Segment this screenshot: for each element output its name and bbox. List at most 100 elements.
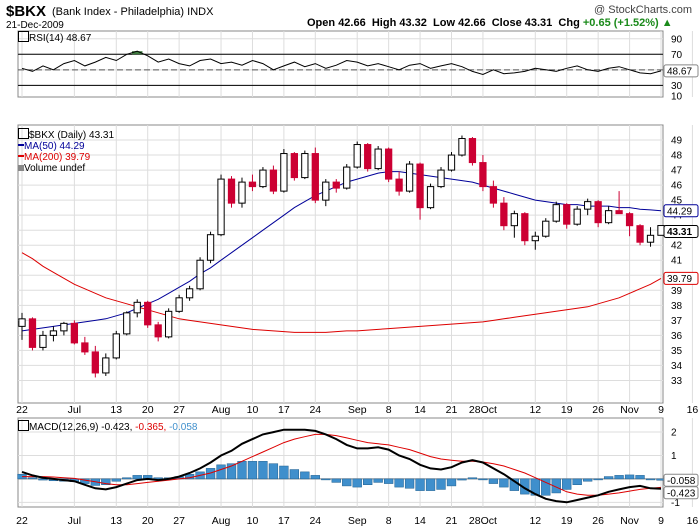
candle-body [70, 322, 79, 344]
macd-hist-bar [352, 478, 362, 488]
macd-hist-bar [488, 478, 499, 484]
candle-body [217, 178, 225, 236]
macd-hist-bar [258, 461, 268, 480]
candle-body [206, 234, 215, 261]
candle-body [332, 181, 340, 189]
x-tick-label: 22 [16, 515, 28, 527]
macd-hist-bar [645, 478, 656, 481]
last-value-label: 43.31 [667, 227, 692, 238]
macd-hist-bar [122, 477, 132, 480]
x-tick-label: 22 [16, 404, 28, 416]
macd-hist-bar [27, 477, 38, 480]
macd-hist-bar [279, 465, 289, 480]
macd-hist-bar [603, 476, 614, 480]
index-title: (Bank Index - Philadelphia) [52, 6, 185, 18]
stockcharts-watermark: @ StockCharts.com [594, 4, 692, 16]
macd-hist-bar [383, 478, 394, 484]
close-label: Close [491, 17, 522, 29]
candle-body [227, 178, 236, 204]
macd-hist-bar [310, 475, 320, 480]
last-value-label: 48.67 [667, 66, 692, 77]
macd-hist-bar [331, 478, 341, 483]
y-tick-label: -1 [671, 498, 680, 509]
price-legend: $BKX (Daily) 43.31 MA(50) 44.29 MA(200) … [18, 128, 114, 174]
candle-body [573, 208, 581, 225]
open-value: 42.66 [338, 17, 366, 29]
y-tick-label: 48 [671, 151, 683, 162]
x-tick-label: 16 [687, 515, 699, 527]
macd-hist-bar [321, 478, 331, 481]
candle-body [112, 333, 120, 359]
macd-hist-bar [153, 477, 163, 480]
candle-body [374, 148, 382, 170]
macd-hist-bar [394, 478, 404, 488]
macd-hist-bar [530, 478, 540, 496]
candle-body [123, 312, 131, 335]
x-tick-label: 14 [414, 404, 426, 416]
candle-body [49, 330, 58, 336]
y-tick-label: 46 [671, 181, 683, 192]
x-tick-label: 24 [309, 515, 321, 527]
price-legend-row: $BKX (Daily) 43.31 [18, 128, 114, 141]
macd-hist-bar [226, 463, 237, 480]
x-tick-label: Nov [620, 404, 639, 416]
last-value-box [663, 271, 699, 285]
volume-swatch-icon [18, 165, 24, 171]
ma200-swatch-icon [18, 155, 24, 157]
x-tick-label: Sep [348, 404, 367, 416]
macd-prefix: MACD(12,26,9) [29, 422, 99, 433]
low-value: 42.66 [458, 17, 486, 29]
candle-body [604, 210, 613, 224]
candle-body [468, 138, 477, 164]
x-tick-label: 26 [592, 404, 604, 416]
volume-legend-row: Volume undef [18, 163, 114, 174]
x-tick-label: Nov [620, 515, 639, 527]
candle-body [500, 202, 508, 227]
candle-body [322, 181, 330, 201]
candle-body [154, 324, 162, 338]
candle-body [196, 259, 204, 290]
candle-body [343, 166, 351, 189]
macd-hist-bar [446, 478, 457, 487]
macd-hist-bar [404, 478, 415, 489]
y-tick-label: 10 [671, 92, 683, 103]
y-tick-label: 34 [671, 361, 683, 372]
macd-hist-bar [478, 478, 488, 481]
candle-body [479, 162, 487, 188]
price-panel: 333435363738394041424344454647484944.294… [16, 124, 699, 416]
macd-hist-bar [436, 478, 446, 490]
x-tick-label: 21 [446, 404, 458, 416]
candle-body [416, 163, 424, 209]
macd-hist-bar [499, 478, 509, 488]
x-tick-label: 20 [142, 404, 154, 416]
candle-body [552, 204, 560, 222]
close-value: 43.31 [524, 17, 553, 29]
y-tick-label: 2 [671, 428, 677, 439]
macd-hist-bar [583, 478, 593, 482]
candle-body [657, 225, 665, 236]
macd-hist-bar [551, 478, 561, 494]
candle-body [395, 178, 403, 192]
x-tick-label: 12 [529, 515, 541, 527]
macd-swatch-icon [18, 420, 29, 431]
candle-body [290, 153, 299, 179]
x-tick-label: Sep [348, 515, 367, 527]
candle-body [563, 204, 571, 225]
candle-body [364, 144, 372, 170]
index-name: (Bank Index - Philadelphia) INDX [52, 6, 213, 18]
last-value-box [663, 64, 699, 78]
last-value-label: 44.29 [667, 206, 692, 217]
candle-body [102, 357, 110, 374]
x-tick-label: 27 [173, 404, 185, 416]
rsi-label: RSI(14) 48.67 [29, 33, 92, 44]
x-tick-label: 19 [561, 515, 573, 527]
macd-hist-bar [300, 471, 310, 480]
macd-hist-bar [111, 478, 121, 482]
candle-body [280, 153, 288, 192]
x-tick-label: 9 [658, 515, 664, 527]
ma50-label: MA(50) 44.29 [24, 141, 85, 152]
candle-body [238, 181, 246, 204]
price-label: $BKX (Daily) 43.31 [29, 130, 115, 141]
candle-body [28, 318, 37, 348]
candle-body [353, 144, 361, 168]
